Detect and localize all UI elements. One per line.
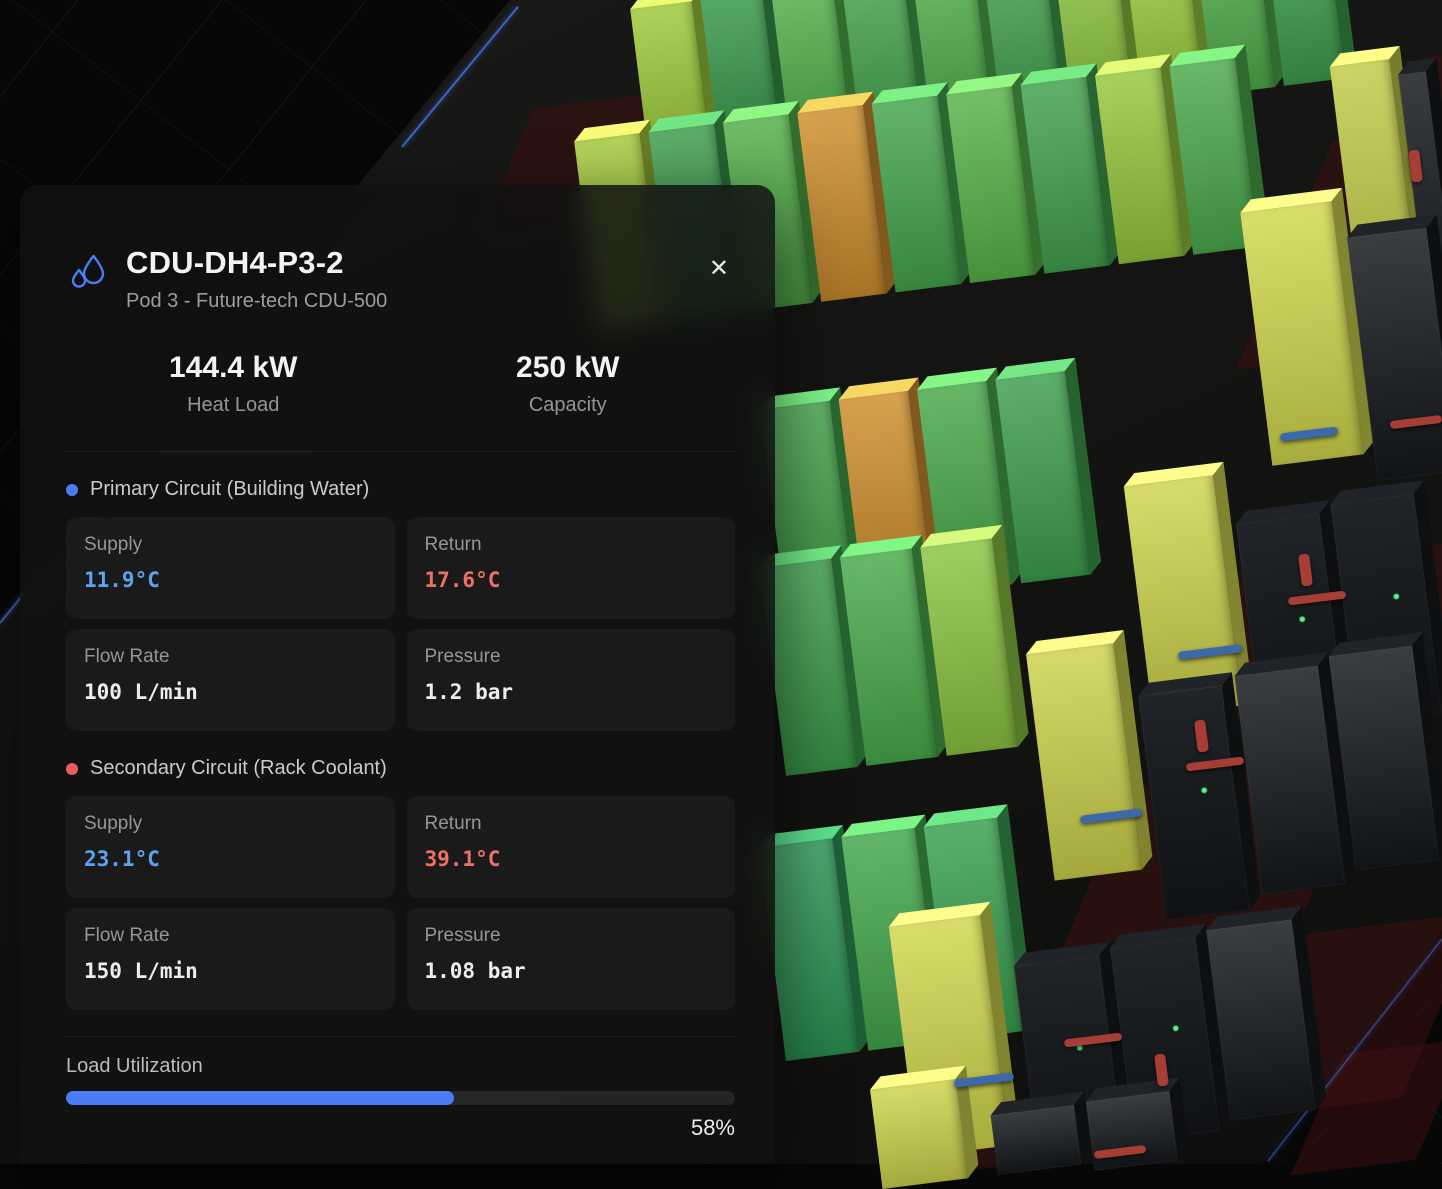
secondary-supply-cell: Supply 23.1°C (66, 796, 395, 898)
secondary-section-header: Secondary Circuit (Rack Coolant) (66, 757, 735, 780)
primary-cells: Supply 11.9°C Return 17.6°C Flow Rate 10… (66, 517, 735, 731)
secondary-circuit-dot-icon (66, 762, 78, 775)
pressure-label: Pressure (424, 925, 501, 946)
heat-load-label: Heat Load (187, 394, 280, 416)
primary-circuit-dot-icon (66, 483, 78, 496)
primary-section-title: Primary Circuit (Building Water) (90, 478, 370, 500)
panel-subtitle: Pod 3 - Future-tech CDU-500 (126, 290, 388, 312)
secondary-circuit-section: Secondary Circuit (Rack Coolant) Supply … (66, 757, 735, 1010)
capacity-stat: 250 kW Capacity (401, 351, 736, 417)
capacity-label: Capacity (528, 394, 607, 416)
supply-label: Supply (84, 534, 143, 555)
flow-rate-label: Flow Rate (84, 646, 170, 667)
pressure-value: 1.2 bar (424, 680, 514, 704)
dark-rack[interactable] (990, 1104, 1082, 1176)
primary-supply-cell: Supply 11.9°C (66, 517, 395, 619)
secondary-flow-cell: Flow Rate 150 L/min (66, 908, 395, 1010)
dark-rack[interactable] (1085, 1091, 1179, 1171)
title-block: CDU-DH4-P3-2 Pod 3 - Future-tech CDU-500 (126, 245, 387, 313)
close-button[interactable]: ✕ (703, 251, 735, 287)
heat-load-stat: 144.4 kW Heat Load (66, 351, 401, 417)
secondary-pressure-cell: Pressure 1.08 bar (406, 908, 735, 1010)
primary-flow-cell: Flow Rate 100 L/min (66, 629, 395, 731)
panel-title: CDU-DH4-P3-2 (126, 245, 344, 280)
return-value: 39.1°C (424, 847, 501, 871)
flow-rate-value: 150 L/min (84, 959, 198, 983)
supply-value: 23.1°C (84, 847, 160, 871)
stats-row: 144.4 kW Heat Load 250 kW Capacity (66, 341, 735, 452)
load-utilization-label: Load Utilization (66, 1055, 203, 1077)
panel-header: CDU-DH4-P3-2 Pod 3 - Future-tech CDU-500… (66, 245, 735, 313)
primary-section-header: Primary Circuit (Building Water) (66, 478, 735, 501)
primary-circuit-section: Primary Circuit (Building Water) Supply … (66, 478, 735, 731)
cdu-unit[interactable] (870, 1079, 968, 1189)
pressure-label: Pressure (424, 646, 501, 667)
capacity-value: 250 kW (516, 351, 620, 384)
flow-rate-label: Flow Rate (84, 925, 170, 946)
load-progress-fill (66, 1091, 455, 1105)
pressure-value: 1.08 bar (424, 959, 526, 983)
load-progress-track (66, 1091, 735, 1105)
cdu-detail-panel: CDU-DH4-P3-2 Pod 3 - Future-tech CDU-500… (20, 185, 775, 1164)
primary-return-cell: Return 17.6°C (406, 517, 735, 619)
return-label: Return (424, 813, 482, 834)
load-utilization: Load Utilization 58% (66, 1036, 735, 1141)
return-value: 17.6°C (424, 568, 501, 592)
secondary-cells: Supply 23.1°C Return 39.1°C Flow Rate 15… (66, 796, 735, 1010)
secondary-return-cell: Return 39.1°C (406, 796, 735, 898)
water-drop-icon (71, 254, 105, 288)
flow-rate-value: 100 L/min (84, 680, 198, 704)
supply-label: Supply (84, 813, 143, 834)
primary-pressure-cell: Pressure 1.2 bar (406, 629, 735, 731)
rack-row (759, 538, 1019, 776)
supply-value: 11.9°C (84, 568, 160, 592)
return-label: Return (424, 534, 482, 555)
heat-load-value: 144.4 kW (169, 351, 298, 384)
secondary-section-title: Secondary Circuit (Rack Coolant) (90, 757, 387, 779)
load-percent: 58% (690, 1115, 735, 1140)
